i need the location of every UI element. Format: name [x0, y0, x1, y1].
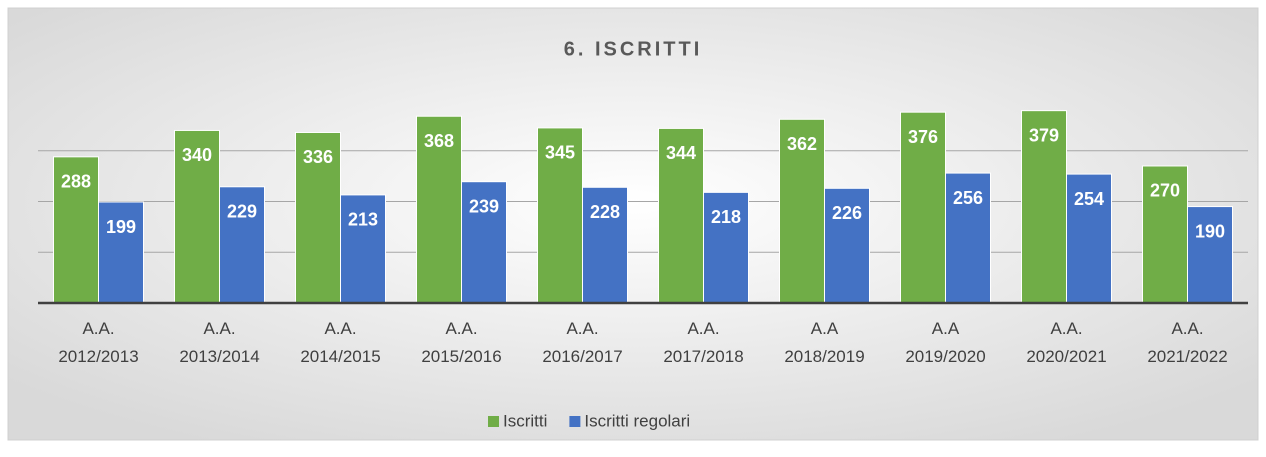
bar	[582, 186, 628, 304]
x-tick-label: A.A. 2021/2022	[1147, 319, 1227, 366]
data-label: 288	[61, 172, 91, 192]
data-label: 256	[953, 188, 983, 208]
data-label: 362	[787, 134, 817, 154]
x-tick-label: A.A. 2020/2021	[1026, 319, 1106, 366]
legend-swatch	[569, 416, 581, 427]
data-label: 190	[1195, 221, 1225, 241]
bar	[900, 111, 946, 304]
data-label: 379	[1029, 125, 1059, 145]
bar	[945, 172, 991, 304]
x-tick-label: A.A. 2012/2013	[58, 319, 138, 366]
legend-label: Iscritti	[503, 411, 547, 430]
data-label: 199	[106, 217, 136, 237]
data-label: 345	[545, 143, 575, 163]
x-tick-label: A.A. 2013/2014	[179, 319, 259, 366]
data-label: 239	[469, 196, 499, 216]
legend-label: Iscritti regolari	[584, 411, 690, 430]
bar	[416, 115, 462, 304]
x-tick-label: A.A. 2014/2015	[300, 319, 380, 366]
bar	[1066, 173, 1112, 304]
data-label: 368	[424, 131, 454, 151]
data-label: 270	[1150, 181, 1180, 201]
x-tick-label: A.A 2018/2019	[784, 319, 864, 366]
data-label: 213	[348, 210, 378, 230]
data-label: 229	[227, 202, 257, 222]
bar	[1021, 110, 1067, 304]
bar	[537, 127, 583, 304]
data-label: 254	[1074, 189, 1104, 209]
x-tick-label: A.A. 2016/2017	[542, 319, 622, 366]
bar	[779, 118, 825, 304]
bar	[824, 187, 870, 304]
bar	[1142, 165, 1188, 304]
data-label: 218	[711, 207, 741, 227]
chart-title: 6. ISCRITTI	[564, 38, 703, 60]
x-tick-label: A.A 2019/2020	[905, 319, 985, 366]
legend-swatch	[488, 416, 499, 427]
data-label: 226	[832, 203, 862, 223]
data-label: 340	[182, 145, 212, 165]
bar	[1187, 206, 1233, 304]
data-label: 336	[303, 147, 333, 167]
x-tick-label: A.A. 2015/2016	[421, 319, 501, 366]
x-tick-label: A.A. 2017/2018	[663, 319, 743, 366]
data-label: 344	[666, 143, 696, 163]
data-label: 376	[908, 127, 938, 147]
bar	[98, 201, 144, 304]
data-label: 228	[590, 202, 620, 222]
bar	[461, 181, 507, 304]
